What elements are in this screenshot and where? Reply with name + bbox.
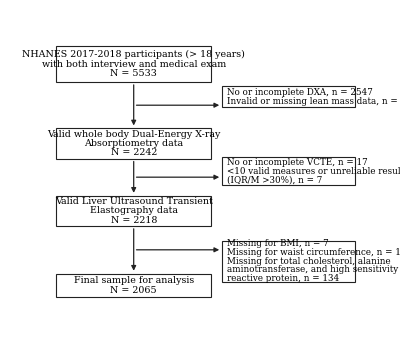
FancyBboxPatch shape [222,157,355,185]
FancyBboxPatch shape [56,196,211,226]
Text: No or incomplete VCTE, n = 17: No or incomplete VCTE, n = 17 [227,158,368,167]
Text: Final sample for analysis: Final sample for analysis [74,276,194,285]
Text: aminotransferase, and high sensitivity C-: aminotransferase, and high sensitivity C… [227,265,400,274]
FancyBboxPatch shape [56,128,211,159]
Text: Valid whole body Dual-Energy X-ray: Valid whole body Dual-Energy X-ray [47,130,220,139]
Text: Missing for waist circumference, n = 12: Missing for waist circumference, n = 12 [227,248,400,257]
Text: with both interview and medical exam: with both interview and medical exam [42,60,226,69]
Text: N = 5533: N = 5533 [110,69,157,78]
Text: (IQR/M >30%), n = 7: (IQR/M >30%), n = 7 [227,176,322,185]
Text: Invalid or missing lean mass data, n = 305: Invalid or missing lean mass data, n = 3… [227,96,400,106]
Text: Missing for BMI, n = 7: Missing for BMI, n = 7 [227,239,328,248]
Text: No or incomplete DXA, n = 2547: No or incomplete DXA, n = 2547 [227,88,372,97]
FancyBboxPatch shape [222,86,355,107]
Text: <10 valid measures or unreliable result: <10 valid measures or unreliable result [227,167,400,176]
Text: Elastography data: Elastography data [90,206,178,215]
Text: Valid Liver Ultrasound Transient: Valid Liver Ultrasound Transient [55,197,212,206]
FancyBboxPatch shape [56,46,211,82]
Text: Missing for total cholesterol, alanine: Missing for total cholesterol, alanine [227,257,390,265]
Text: Absorptiometry data: Absorptiometry data [84,139,183,148]
Text: NHANES 2017-2018 participants (> 18 years): NHANES 2017-2018 participants (> 18 year… [22,50,245,59]
Text: N = 2218: N = 2218 [110,216,157,225]
FancyBboxPatch shape [222,240,355,282]
Text: N = 2242: N = 2242 [110,149,157,157]
Text: N = 2065: N = 2065 [110,286,157,295]
FancyBboxPatch shape [56,274,211,297]
Text: reactive protein, n = 134: reactive protein, n = 134 [227,274,339,283]
